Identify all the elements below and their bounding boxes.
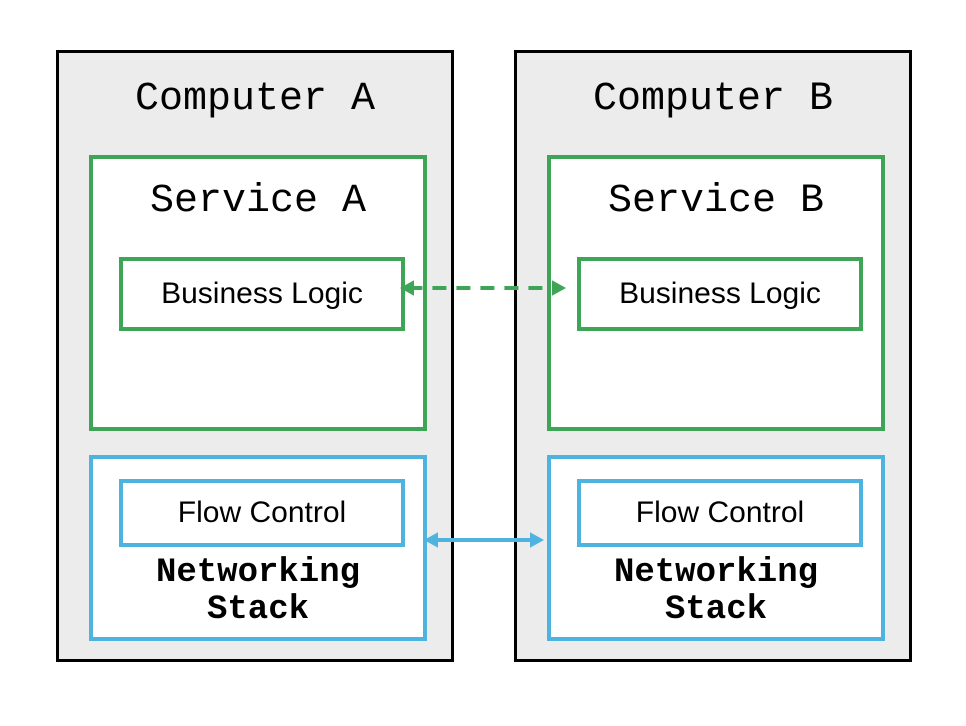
computer-b-flow-control-box: Flow Control: [577, 479, 863, 547]
computer-a-box: Computer A Service A Business Logic Flow Co…: [56, 50, 454, 662]
computer-b-service-title: Service B: [551, 179, 881, 224]
computer-b-networking-title: NetworkingStack: [551, 555, 881, 630]
computer-b-business-logic-label: Business Logic: [581, 261, 859, 327]
computer-a-flow-control-box: Flow Control: [119, 479, 405, 547]
logic-link: [382, 270, 584, 306]
computer-a-networking-box: Flow Control NetworkingStack: [89, 455, 427, 641]
computer-a-business-logic-box: Business Logic: [119, 257, 405, 331]
computer-a-service-title: Service A: [93, 179, 423, 224]
computer-a-networking-title: NetworkingStack: [93, 555, 423, 630]
computer-a-service-box: Service A Business Logic: [89, 155, 427, 431]
computer-a-flow-control-label: Flow Control: [123, 483, 401, 543]
computer-b-networking-box: Flow Control NetworkingStack: [547, 455, 885, 641]
computer-a-title: Computer A: [59, 77, 451, 122]
computer-b-business-logic-box: Business Logic: [577, 257, 863, 331]
computer-b-flow-control-label: Flow Control: [581, 483, 859, 543]
computer-a-business-logic-label: Business Logic: [123, 261, 401, 327]
computer-b-service-box: Service B Business Logic: [547, 155, 885, 431]
computer-b-title: Computer B: [517, 77, 909, 122]
diagram-canvas: Computer A Service A Business Logic Flow Co…: [0, 0, 966, 726]
computer-b-box: Computer B Service B Business Logic Flow Co…: [514, 50, 912, 662]
network-link: [406, 522, 562, 558]
